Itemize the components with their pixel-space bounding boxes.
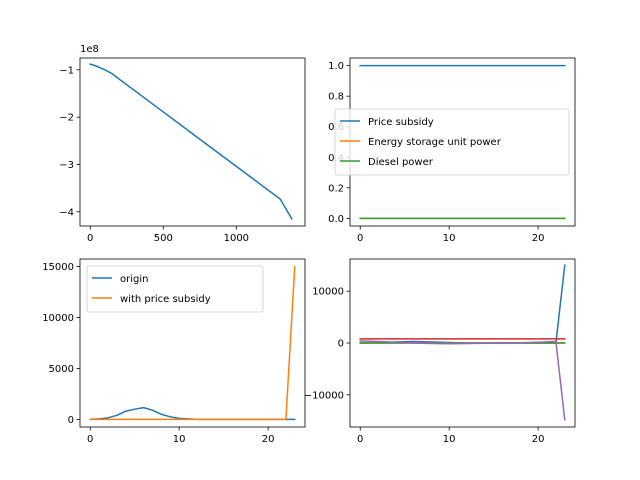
series-line-with-price-subsidy xyxy=(89,265,296,421)
legend-entry: with price subsidy xyxy=(120,294,211,305)
legend-entry: Diesel power xyxy=(368,157,434,168)
x-tick-label: 0 xyxy=(87,434,93,445)
series-line-4 xyxy=(359,340,566,421)
legend-entry: origin xyxy=(120,274,148,285)
legend-frame xyxy=(334,108,570,176)
legend-frame xyxy=(86,265,264,313)
axis-offset-label: 1e8 xyxy=(80,44,99,55)
y-tick-label: −1 xyxy=(59,65,74,76)
y-tick-label: 0.2 xyxy=(328,183,344,194)
legend-entry: Energy storage unit power xyxy=(368,137,502,148)
x-tick-label: 20 xyxy=(532,233,545,244)
y-tick-label: 10000 xyxy=(312,287,344,298)
y-tick-label: −10000 xyxy=(304,390,344,401)
y-tick-label: 0.8 xyxy=(328,92,344,103)
legend-entry: Price subsidy xyxy=(368,117,434,128)
x-tick-label: 0 xyxy=(357,434,363,445)
y-tick-label: −4 xyxy=(59,207,74,218)
axes-bottom-right: 0 10 20 −10000 0 10000 xyxy=(304,258,576,445)
x-tick-label: 10 xyxy=(443,434,456,445)
legend: Price subsidy Energy storage unit power Di… xyxy=(334,108,570,176)
axes-frame xyxy=(79,258,306,428)
y-tick-label: 1.0 xyxy=(328,61,344,72)
legend: origin with price subsidy xyxy=(86,265,264,313)
axes-frame xyxy=(79,57,306,227)
y-tick-label: 10000 xyxy=(42,313,74,324)
y-tick-label: 5000 xyxy=(49,364,74,375)
x-tick-label: 0 xyxy=(87,233,93,244)
x-tick-label: 10 xyxy=(443,233,456,244)
axes-bottom-left: 0 10 20 0 5000 10000 15000 origin with price sub… xyxy=(42,258,306,445)
y-tick-label: 0.0 xyxy=(328,214,344,225)
x-tick-label: 20 xyxy=(532,434,545,445)
x-tick-label: 0 xyxy=(357,233,363,244)
x-tick-label: 10 xyxy=(173,434,186,445)
axes-top-left: 0 500 1000 −1 −2 −3 −4 1e8 xyxy=(59,44,306,244)
y-tick-label: −2 xyxy=(59,113,74,124)
x-tick-label: 20 xyxy=(262,434,275,445)
x-tick-label: 500 xyxy=(154,233,173,244)
y-tick-label: −3 xyxy=(59,160,74,171)
series-line-0 xyxy=(89,63,293,220)
y-tick-label: 0 xyxy=(338,339,344,350)
y-tick-label: 0 xyxy=(68,415,74,426)
y-tick-label: 15000 xyxy=(42,262,74,273)
x-tick-label: 1000 xyxy=(224,233,249,244)
